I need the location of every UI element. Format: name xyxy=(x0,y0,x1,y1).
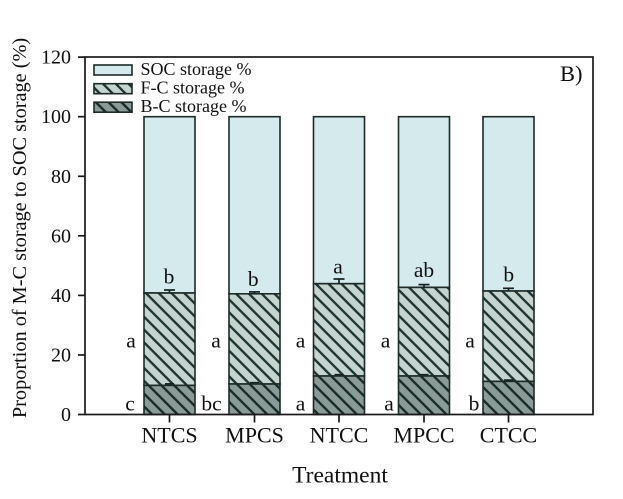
svg-text:b: b xyxy=(248,267,259,291)
svg-text:SOC storage %: SOC storage % xyxy=(141,59,252,79)
svg-text:Treatment: Treatment xyxy=(292,463,388,489)
svg-text:80: 80 xyxy=(51,166,71,188)
svg-text:c: c xyxy=(125,392,135,416)
svg-text:120: 120 xyxy=(41,47,71,69)
svg-text:a: a xyxy=(126,329,136,353)
svg-text:a: a xyxy=(333,255,343,279)
svg-text:40: 40 xyxy=(51,285,71,307)
svg-text:F-C storage %: F-C storage % xyxy=(141,77,245,97)
svg-text:B-C storage %: B-C storage % xyxy=(141,96,247,116)
svg-text:b: b xyxy=(503,263,514,287)
svg-text:a: a xyxy=(296,329,306,353)
svg-text:a: a xyxy=(211,329,221,353)
svg-text:MPCC: MPCC xyxy=(393,423,454,448)
svg-text:Proportion of M-C storage to S: Proportion of M-C storage to SOC storage… xyxy=(9,38,31,418)
svg-text:100: 100 xyxy=(41,106,71,128)
svg-text:20: 20 xyxy=(51,345,71,367)
svg-text:bc: bc xyxy=(201,392,221,416)
svg-text:CTCC: CTCC xyxy=(480,423,537,448)
svg-text:NTCS: NTCS xyxy=(141,423,197,448)
svg-text:b: b xyxy=(164,265,175,289)
svg-text:a: a xyxy=(384,392,394,416)
svg-text:60: 60 xyxy=(51,225,71,247)
svg-text:b: b xyxy=(469,392,480,416)
svg-text:0: 0 xyxy=(61,404,71,426)
svg-text:ab: ab xyxy=(414,258,434,282)
svg-text:MPCS: MPCS xyxy=(225,423,284,448)
svg-text:a: a xyxy=(465,329,475,353)
svg-text:a: a xyxy=(381,329,391,353)
svg-text:a: a xyxy=(296,392,306,416)
svg-text:B): B) xyxy=(560,61,583,86)
svg-text:NTCC: NTCC xyxy=(310,423,369,448)
